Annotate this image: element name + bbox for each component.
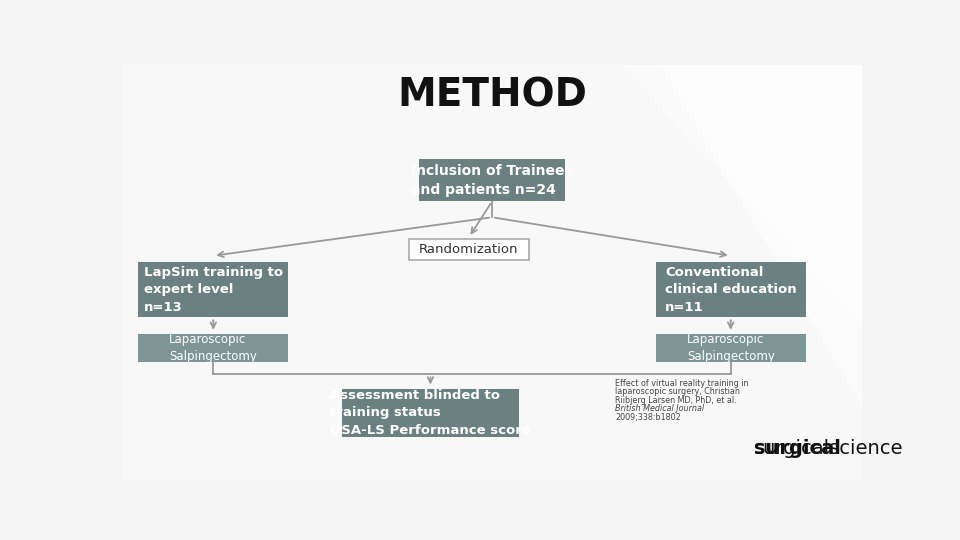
- Text: Riibjerg Larsen MD, PhD, et al.: Riibjerg Larsen MD, PhD, et al.: [615, 396, 737, 405]
- Text: LapSim training to
expert level
n=13: LapSim training to expert level n=13: [144, 266, 283, 314]
- FancyBboxPatch shape: [138, 262, 288, 318]
- FancyBboxPatch shape: [342, 389, 519, 437]
- Polygon shape: [492, 65, 861, 403]
- Text: laparoscopic surgery, Christian: laparoscopic surgery, Christian: [615, 387, 740, 396]
- FancyBboxPatch shape: [409, 239, 529, 260]
- FancyBboxPatch shape: [138, 334, 288, 362]
- Text: 2009;338:b1802: 2009;338:b1802: [615, 413, 681, 422]
- Text: Effect of virtual reality training in: Effect of virtual reality training in: [615, 379, 749, 388]
- Text: British Medical Journal: British Medical Journal: [615, 404, 705, 414]
- Text: Laparoscopic
Salpingectomy: Laparoscopic Salpingectomy: [169, 333, 257, 363]
- Text: Conventional
clinical education
n=11: Conventional clinical education n=11: [665, 266, 797, 314]
- Text: surgicalscience: surgicalscience: [754, 439, 903, 458]
- Text: Assessment blinded to
training status
OSA-LS Performance score: Assessment blinded to training status OS…: [330, 389, 531, 437]
- Text: Inclusion of Trainees
and patients n=24: Inclusion of Trainees and patients n=24: [411, 164, 573, 197]
- FancyBboxPatch shape: [656, 334, 805, 362]
- FancyBboxPatch shape: [656, 262, 805, 318]
- FancyBboxPatch shape: [419, 159, 565, 201]
- Text: Randomization: Randomization: [420, 243, 518, 256]
- Text: surgical: surgical: [754, 439, 841, 458]
- Polygon shape: [623, 65, 861, 327]
- Text: Laparoscopic
Salpingectomy: Laparoscopic Salpingectomy: [686, 333, 775, 363]
- Text: METHOD: METHOD: [397, 77, 587, 114]
